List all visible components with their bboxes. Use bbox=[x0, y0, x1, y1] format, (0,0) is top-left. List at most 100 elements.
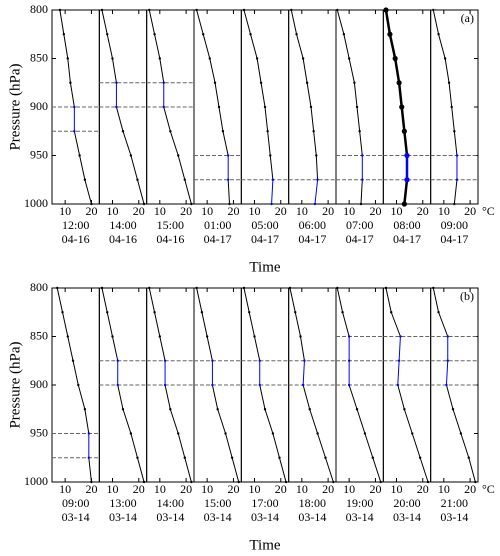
profile-segment bbox=[159, 58, 165, 83]
profile-point bbox=[242, 286, 246, 290]
profile-segment bbox=[227, 179, 230, 205]
profile-point bbox=[270, 202, 273, 206]
profile-point bbox=[451, 408, 455, 411]
profile-segment bbox=[432, 9, 440, 35]
profile-point bbox=[363, 432, 367, 435]
profile-point bbox=[177, 154, 180, 157]
profile-point bbox=[290, 8, 293, 12]
profile-point bbox=[111, 335, 114, 338]
profile-segment bbox=[148, 9, 156, 35]
profile-segment bbox=[310, 106, 315, 132]
profile-point bbox=[399, 104, 405, 110]
profile-point bbox=[295, 33, 298, 36]
profile-segment bbox=[353, 82, 358, 108]
x-tick-label: 20 bbox=[369, 204, 381, 218]
profile-segment bbox=[159, 336, 166, 361]
subplot-frame bbox=[430, 9, 479, 205]
x-tick-label: 20 bbox=[369, 482, 381, 496]
x-tick-label: 10 bbox=[343, 204, 355, 218]
profile-segment bbox=[278, 457, 287, 483]
profile-segment bbox=[296, 34, 304, 59]
profile-point bbox=[313, 202, 317, 206]
profile-point bbox=[445, 383, 448, 387]
profile-point bbox=[361, 154, 364, 157]
x-tick-label: 10 bbox=[59, 482, 71, 496]
profile-segment bbox=[393, 58, 401, 83]
profile-point bbox=[404, 152, 410, 159]
x-tick-label: 20 bbox=[180, 204, 192, 218]
profile-segment bbox=[314, 179, 319, 205]
x-tick-label: 20 bbox=[464, 204, 476, 218]
profile-point bbox=[142, 202, 146, 206]
profile-segment bbox=[202, 34, 211, 59]
profile-point bbox=[396, 80, 402, 86]
profile-point bbox=[56, 286, 59, 290]
profile-point bbox=[129, 432, 133, 435]
profile-segment bbox=[302, 58, 308, 83]
x-tick-label: 20 bbox=[275, 482, 287, 496]
profile-segment bbox=[432, 287, 440, 313]
profile-segment bbox=[62, 312, 69, 337]
profile-segment bbox=[169, 409, 179, 434]
profile-point bbox=[158, 57, 162, 60]
profile-point bbox=[78, 154, 81, 157]
profile-segment bbox=[111, 58, 117, 83]
profile-point bbox=[301, 57, 305, 60]
profile-point bbox=[121, 408, 125, 411]
profile-point bbox=[418, 456, 422, 459]
profile-point bbox=[169, 130, 172, 133]
panel-label: (a) bbox=[461, 11, 474, 25]
time-label: 14:00 bbox=[157, 496, 184, 510]
profile-point bbox=[332, 480, 335, 484]
profile-point bbox=[71, 359, 75, 362]
profile-point bbox=[403, 408, 406, 411]
profile-point bbox=[142, 480, 146, 484]
profile-point bbox=[228, 202, 231, 206]
profile-point bbox=[87, 432, 91, 435]
y-tick-label: 900 bbox=[30, 99, 48, 113]
profile-segment bbox=[290, 9, 298, 35]
profile-segment bbox=[169, 131, 179, 156]
x-tick-label: 10 bbox=[201, 204, 213, 218]
x-tick-label: 20 bbox=[133, 482, 145, 496]
profile-segment bbox=[453, 179, 458, 205]
date-label: 04-16 bbox=[156, 232, 184, 246]
profile-point bbox=[446, 335, 449, 338]
profile-segment bbox=[403, 179, 409, 205]
profile-point bbox=[455, 178, 459, 181]
profile-segment bbox=[243, 287, 250, 313]
profile-segment bbox=[250, 34, 258, 59]
time-label: 09:00 bbox=[441, 218, 468, 232]
x-axis-title: Time bbox=[249, 537, 280, 553]
profile-segment bbox=[206, 336, 213, 361]
profile-point bbox=[148, 8, 151, 12]
time-label: 17:00 bbox=[251, 496, 278, 510]
profile-point bbox=[73, 105, 76, 109]
profile-segment bbox=[264, 106, 269, 132]
profile-segment bbox=[364, 433, 374, 458]
profile-point bbox=[62, 33, 66, 36]
x-tick-label: 20 bbox=[85, 204, 97, 218]
profile-segment bbox=[302, 384, 311, 410]
profile-segment bbox=[73, 131, 81, 156]
profile-point bbox=[61, 311, 64, 314]
profile-point bbox=[66, 335, 69, 338]
profile-segment bbox=[419, 457, 429, 483]
x-tick-label: 10 bbox=[296, 204, 308, 218]
profile-point bbox=[347, 359, 351, 362]
date-label: 04-17 bbox=[393, 232, 421, 246]
profile-point bbox=[163, 383, 167, 387]
profile-point bbox=[355, 408, 359, 411]
date-label: 04-17 bbox=[251, 232, 279, 246]
profile-segment bbox=[256, 58, 262, 83]
profile-point bbox=[230, 456, 234, 459]
profile-segment bbox=[336, 9, 345, 35]
profile-segment bbox=[260, 82, 266, 108]
profile-point bbox=[390, 311, 393, 314]
x-tick-label: 20 bbox=[133, 204, 145, 218]
profile-segment bbox=[306, 82, 312, 108]
profile-point bbox=[73, 130, 76, 133]
profile-point bbox=[396, 383, 399, 387]
profile-point bbox=[253, 335, 256, 338]
x-tick-label: 20 bbox=[464, 482, 476, 496]
